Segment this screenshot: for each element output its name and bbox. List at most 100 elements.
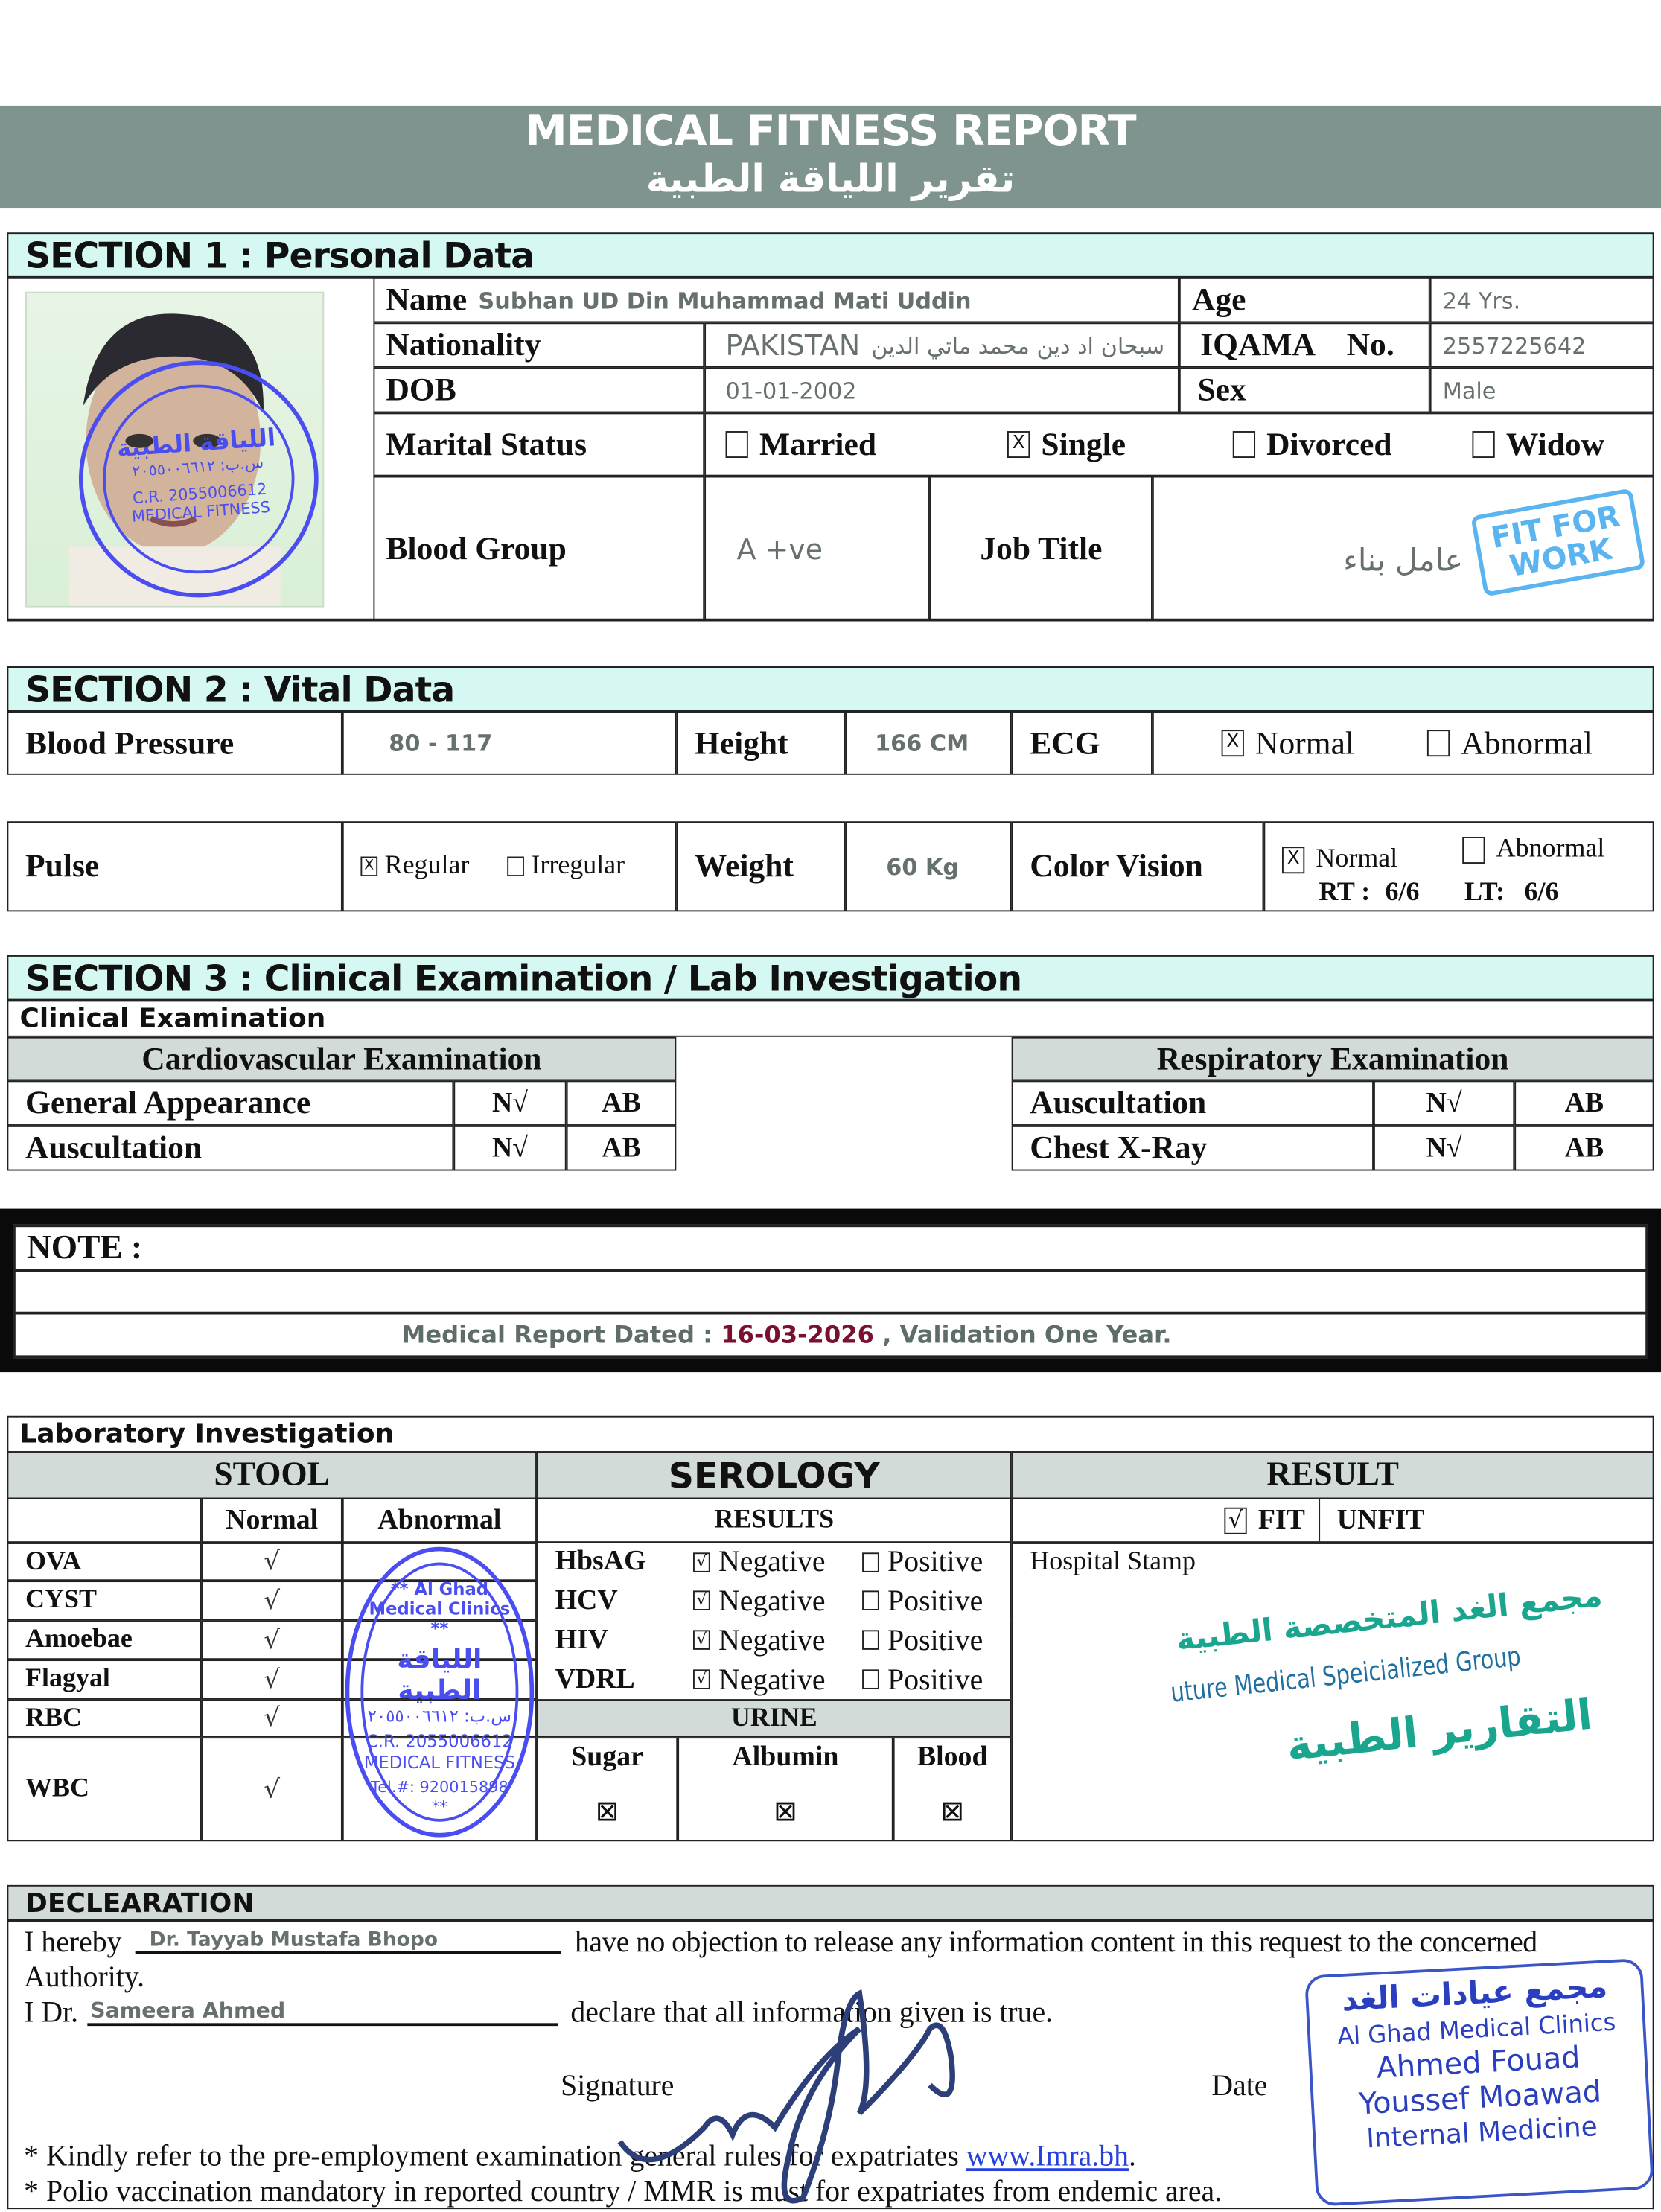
serology-test-label: VDRL [555, 1663, 635, 1695]
option-label: Regular [384, 850, 470, 881]
fit-option[interactable]: √ FIT [1224, 1504, 1320, 1537]
checkbox[interactable] [1426, 730, 1450, 757]
checkbox-checked[interactable]: √ [693, 1552, 710, 1572]
checkbox-checked[interactable]: √ [693, 1630, 710, 1650]
stool-row-label: Amoebae [7, 1620, 202, 1660]
negative-label: Negative [718, 1543, 826, 1578]
crossed-box-icon: ⊠ [940, 1793, 965, 1828]
resp-row-label: Chest X-Ray [1011, 1125, 1374, 1171]
iqama-label: IQAMA No. [1179, 322, 1430, 368]
bp-label: Blood Pressure [7, 711, 342, 775]
pulse-irregular[interactable]: Irregular [507, 851, 625, 882]
no-text: No. [1346, 327, 1394, 363]
job-title-value: عامل بناء [1152, 476, 1654, 622]
ecg-normal[interactable]: X Normal [1221, 724, 1427, 762]
lt-value: 6/6 [1524, 877, 1559, 908]
checkbox[interactable] [862, 1669, 879, 1689]
marital-widow[interactable]: Widow [1472, 426, 1604, 462]
option-label: Abnormal [1461, 724, 1593, 760]
imra-link[interactable]: www.Imra.bh [966, 2138, 1129, 2173]
unfit-label[interactable]: UNFIT [1336, 1504, 1425, 1535]
checkbox-checked[interactable]: √ [693, 1669, 710, 1689]
stool-row-label: RBC [7, 1699, 202, 1738]
urine-header: URINE [536, 1699, 1012, 1738]
stool-normal-header: Normal [201, 1497, 342, 1543]
marital-married[interactable]: Married [725, 426, 1007, 462]
serology-title: SEROLOGY [536, 1451, 1012, 1499]
serology-row: HIV √ Negative Positive [536, 1620, 1012, 1660]
bp-value: 80 - 117 [342, 711, 677, 775]
dob-value: 01-01-2002 [704, 367, 1179, 413]
checkbox[interactable] [725, 431, 748, 458]
option-label: Single [1041, 426, 1126, 462]
round-stamp-bottom: ** Al Ghad Medical Clinics ** اللياقة ال… [345, 1546, 535, 1838]
blood-group-label: Blood Group [373, 476, 705, 622]
ecg-label: ECG [1011, 711, 1153, 775]
note-line-2: * Polio vaccination mandatory in reporte… [24, 2173, 1222, 2208]
resp-normal-mark: N√ [1373, 1080, 1515, 1126]
resp-abnormal-mark: AB [1514, 1080, 1654, 1126]
ecg-abnormal[interactable]: Abnormal [1426, 724, 1593, 762]
negative-label: Negative [718, 1622, 826, 1657]
weight-value: 60 Kg [845, 821, 1012, 912]
stool-row-label: WBC [7, 1737, 202, 1842]
option-label: Normal [1316, 844, 1398, 874]
note-label: NOTE : [13, 1224, 1648, 1272]
clinical-exam-subtitle: Clinical Examination [7, 1000, 1654, 1037]
note-blank-line [13, 1272, 1648, 1315]
stool-row-label: OVA [7, 1543, 202, 1581]
validation-text: , Validation One Year. [882, 1321, 1172, 1349]
signature-scribble [617, 1989, 955, 2204]
checkbox[interactable] [862, 1590, 879, 1610]
checkbox[interactable] [1462, 836, 1485, 864]
checkbox[interactable] [1232, 431, 1256, 458]
checkbox-checked[interactable]: √ [693, 1590, 710, 1610]
pulse-options: X Regular Irregular [342, 821, 677, 912]
stool-blank-header [7, 1497, 202, 1543]
height-label: Height [676, 711, 846, 775]
height-value: 166 CM [845, 711, 1012, 775]
checkbox-checked[interactable]: √ [1224, 1506, 1247, 1534]
lab-title: Laboratory Investigation [7, 1415, 1654, 1453]
name-arabic: سبحان اد دين محمد ماتي الدين [871, 331, 1165, 359]
cardio-normal-mark: N√ [453, 1080, 567, 1126]
serology-row: VDRL √ Negative Positive [536, 1660, 1012, 1700]
vision-normal[interactable]: X Normal [1281, 844, 1457, 875]
urine-1: Albumin ⊠ [678, 1737, 893, 1842]
vision-abnormal[interactable]: Abnormal [1462, 834, 1604, 865]
stool-title: STOOL [7, 1451, 537, 1499]
color-vision-options: X Normal Abnormal RT : 6/6 LT: 6/6 [1263, 821, 1654, 912]
serology-test-label: HIV [555, 1623, 609, 1655]
checkbox[interactable] [862, 1552, 879, 1572]
resp-normal-mark: N√ [1373, 1125, 1515, 1171]
cardio-title: Cardiovascular Examination [7, 1036, 677, 1081]
checkbox-checked[interactable]: X [1007, 431, 1030, 458]
checkbox-checked[interactable]: X [360, 856, 378, 877]
stool-row-label: Flagyal [7, 1660, 202, 1700]
sex-value: Male [1429, 367, 1654, 413]
resp-abnormal-mark: AB [1514, 1125, 1654, 1171]
resp-row-label: Auscultation [1011, 1080, 1374, 1126]
urine-col-label: Sugar [571, 1741, 643, 1773]
sex-label: Sex [1179, 367, 1430, 413]
stool-normal-tick: √ [201, 1737, 342, 1842]
cardio-abnormal-mark: AB [566, 1080, 677, 1126]
checkbox[interactable] [1472, 431, 1495, 458]
marital-divorced[interactable]: Divorced [1232, 426, 1473, 462]
stool-abnormal-header: Abnormal [342, 1497, 537, 1543]
report-header: MEDICAL FITNESS REPORT تقرير اللياقة الط… [0, 105, 1661, 209]
title-en: MEDICAL FITNESS REPORT [525, 106, 1136, 157]
iqama-value: 2557225642 [1429, 322, 1654, 368]
option-label: Normal [1255, 724, 1355, 760]
checkbox-checked[interactable]: X [1221, 730, 1244, 757]
serology-row: HbsAG √ Negative Positive [536, 1543, 1012, 1581]
checkbox[interactable] [507, 856, 524, 877]
crossed-box-icon: ⊠ [774, 1793, 797, 1828]
checkbox[interactable] [862, 1630, 879, 1650]
checkbox-checked[interactable]: X [1281, 846, 1305, 873]
job-title-label: Job Title [929, 476, 1153, 622]
section3-title: SECTION 3 : Clinical Examination / Lab I… [7, 954, 1654, 1002]
marital-single[interactable]: X Single [1007, 426, 1233, 462]
positive-label: Positive [887, 1661, 983, 1696]
pulse-regular[interactable]: X Regular [360, 851, 507, 882]
